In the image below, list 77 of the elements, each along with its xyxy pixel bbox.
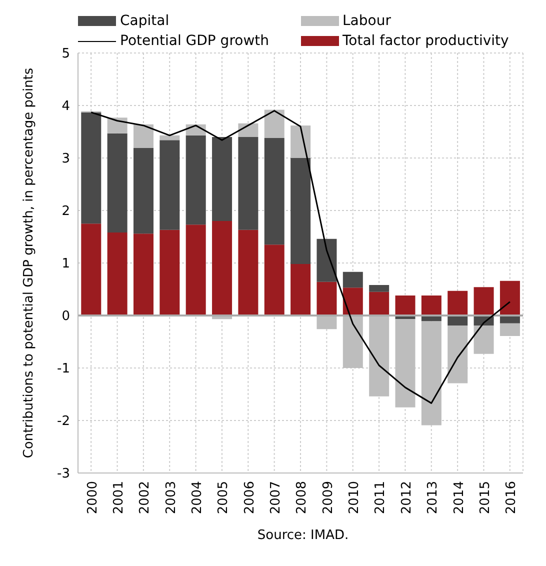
bar [448, 316, 468, 326]
x-tick-label: 2015 [478, 481, 493, 514]
x-tick-label: 2005 [216, 481, 232, 514]
y-tick-label: 3 [62, 152, 70, 167]
source-note: Source: IMAD. [256, 528, 350, 543]
x-tick-label: 2010 [347, 481, 362, 514]
bar [107, 133, 128, 233]
y-tick-label: 1 [62, 256, 70, 272]
bar [160, 230, 180, 316]
y-tick-label: 4 [62, 99, 70, 114]
bar [448, 325, 468, 384]
bar [238, 123, 258, 137]
bar [238, 137, 258, 230]
bar [81, 112, 102, 224]
bar [186, 135, 206, 225]
bar [316, 282, 337, 316]
y-tick-label: -2 [57, 414, 70, 430]
bar [290, 158, 311, 264]
bar [133, 124, 154, 148]
bar [133, 234, 154, 316]
bar [500, 280, 520, 316]
bar [369, 292, 390, 316]
y-tick-label: 2 [62, 204, 70, 220]
bar [290, 264, 311, 316]
bar [160, 140, 180, 230]
bar [264, 244, 284, 316]
x-tick-label: 2012 [399, 481, 414, 514]
bar [186, 224, 206, 316]
bar [421, 321, 442, 426]
bar [395, 319, 416, 408]
x-tick-label: 2004 [190, 481, 206, 514]
bar [448, 290, 468, 316]
bar [264, 110, 284, 138]
bar [421, 296, 442, 316]
x-tick-label: 2003 [164, 481, 179, 514]
bar [395, 296, 416, 316]
line-series [90, 110, 511, 404]
x-tick-label: 2014 [452, 481, 467, 514]
y-tick-label: -3 [57, 466, 70, 482]
bar [500, 323, 520, 336]
bar [342, 288, 363, 316]
bar [474, 325, 494, 354]
bar [133, 148, 154, 234]
legend-label: Capital [120, 13, 170, 29]
x-tick-label: 2011 [373, 481, 388, 514]
y-tick-label: -1 [57, 362, 70, 377]
x-tick-label: 2008 [294, 481, 310, 514]
x-tick-label: 2001 [111, 481, 126, 514]
bar [290, 125, 311, 158]
x-tick-label: 2000 [85, 481, 100, 514]
bar [369, 285, 390, 292]
x-tick-label: 2007 [268, 481, 284, 514]
bar [160, 135, 180, 140]
x-tick-label: 2002 [138, 481, 153, 514]
bar [342, 272, 363, 288]
bar [342, 316, 363, 368]
legend-label: Total factor productivity [342, 33, 509, 49]
legend-label: Labour [342, 13, 391, 29]
x-tick-label: 2016 [504, 481, 520, 514]
bar [474, 287, 494, 316]
bar [212, 221, 232, 316]
bar [264, 138, 284, 245]
bar [107, 232, 128, 316]
bar [316, 238, 337, 282]
bar [238, 230, 258, 316]
bar [316, 316, 337, 330]
bar [369, 316, 390, 396]
bar [107, 118, 128, 134]
y-tick-label: 0 [62, 309, 70, 324]
legend-label: Potential GDP growth [120, 33, 270, 49]
y-axis-title: Contributions to potential GDP growth, in percentage points [22, 68, 37, 458]
bar [81, 224, 102, 316]
x-tick-label: 2009 [320, 481, 336, 514]
x-tick-label: 2013 [426, 481, 441, 514]
x-tick-label: 2006 [242, 481, 258, 514]
bar [212, 137, 232, 221]
y-tick-label: 5 [62, 46, 70, 62]
